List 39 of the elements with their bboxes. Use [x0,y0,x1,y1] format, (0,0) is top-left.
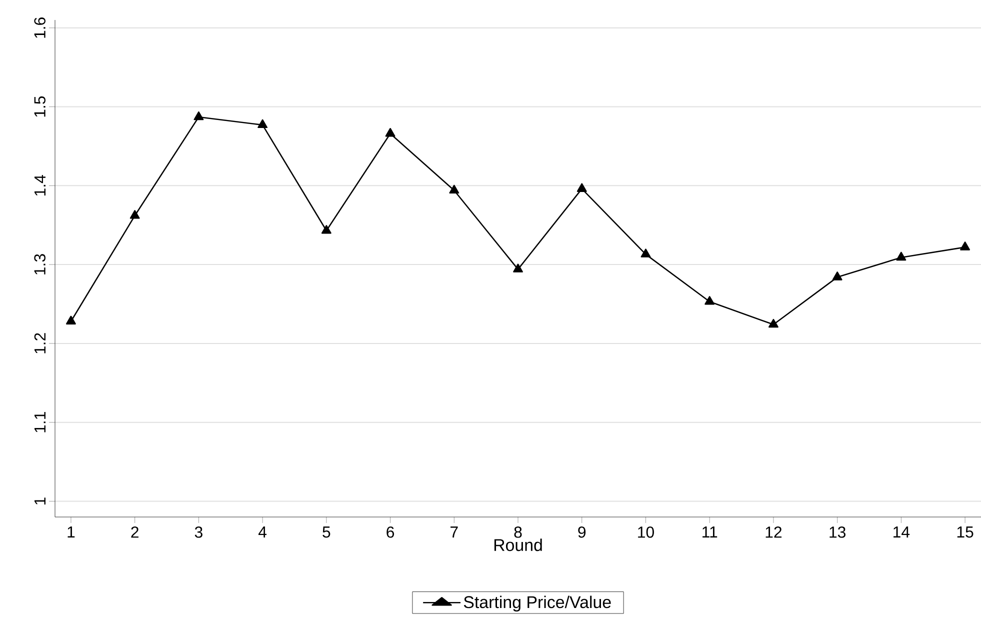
x-tick-label: 10 [638,526,654,538]
x-tick-label: 6 [386,526,394,538]
y-tick-label: 1.6 [34,18,46,38]
x-tick-label: 13 [830,526,846,538]
y-tick-label: 1.5 [34,96,46,117]
point [832,272,842,280]
x-tick-label: 5 [322,526,330,538]
y-tick-label: 1 [34,498,46,504]
x-tick-label: 8 [514,526,522,538]
point [385,128,396,137]
y-tick-label: 1.2 [34,333,46,354]
point [321,225,332,234]
point [258,119,268,128]
point [640,248,651,258]
y-tick-label: 1.3 [34,254,46,274]
point [768,318,778,328]
point [896,252,906,261]
y-tick-label: 1.4 [34,175,46,196]
x-tick-label: 15 [957,526,974,538]
x-tick-label: 2 [131,526,138,538]
x-tick-label: 11 [702,526,718,538]
point [194,111,204,120]
x-axis-title: Round [494,538,542,552]
point [513,264,523,272]
x-tick-label: 7 [450,526,458,538]
point [449,184,460,194]
y-tick-label: 1.1 [34,412,46,432]
point [130,210,140,219]
x-tick-label: 4 [258,526,267,538]
point [960,242,970,250]
point [66,316,76,324]
point [576,183,587,192]
point [704,296,715,305]
legend-label: Starting Price/Value [464,596,611,612]
x-tick-label: 12 [766,526,782,538]
x-tick-label: 14 [894,526,910,538]
x-tick-label: 9 [578,526,586,538]
x-tick-label: 1 [68,526,75,538]
x-tick-label: 3 [194,526,202,538]
